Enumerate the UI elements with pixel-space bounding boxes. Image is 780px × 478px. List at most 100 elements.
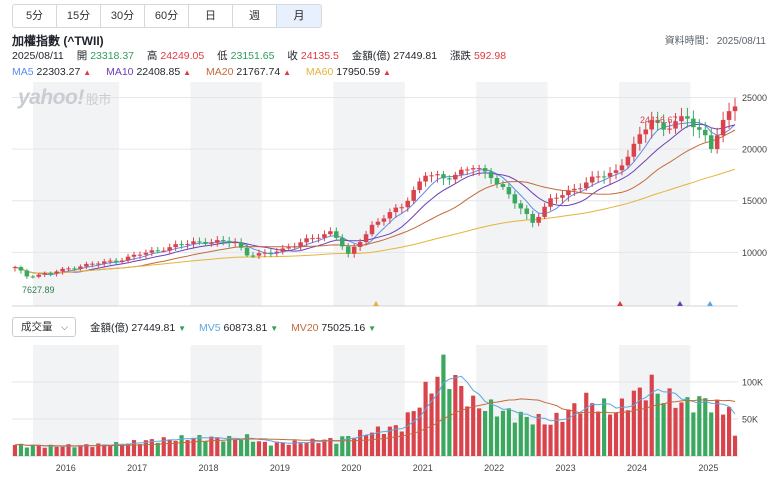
ma5-line	[14, 121, 736, 276]
volume-bar	[60, 446, 65, 456]
volume-bar	[30, 444, 35, 456]
volume-bar	[584, 392, 589, 456]
candle-body	[560, 195, 565, 198]
tab-60min[interactable]: 60分	[145, 5, 189, 27]
candle-body	[625, 156, 631, 166]
x-tick-label: 2021	[413, 463, 433, 473]
candle-body	[506, 187, 512, 195]
volume-bar	[518, 411, 523, 456]
ma5-value: 22303.27	[36, 66, 81, 78]
x-tick-label: 2020	[341, 463, 361, 473]
tab-30min[interactable]: 30分	[101, 5, 145, 27]
volume-bar	[429, 393, 434, 456]
yahoo-watermark-logo: yahoo! 股市	[18, 86, 111, 110]
candle-body	[215, 240, 220, 243]
candle-body	[649, 119, 654, 130]
volume-bar	[679, 402, 684, 456]
volume-bar	[488, 399, 494, 456]
ma10-line	[14, 123, 736, 274]
candle-body	[667, 128, 672, 130]
volume-bar	[96, 443, 101, 456]
volume-bar	[227, 435, 232, 456]
candle-body	[655, 119, 660, 123]
candle-body	[54, 271, 59, 274]
x-tick-label: 2018	[199, 463, 219, 473]
price-tick-label: 25000	[742, 93, 767, 103]
volume-tick-label: 50K	[742, 415, 758, 425]
volume-bar	[625, 410, 630, 456]
volume-bar	[24, 447, 29, 456]
volume-indicator-select[interactable]: 成交量 ⌵	[12, 317, 76, 337]
candle-body	[345, 246, 351, 254]
candle-body	[268, 252, 274, 254]
candle-body	[613, 170, 619, 173]
volume-bar	[613, 413, 619, 456]
volume-bar	[358, 429, 363, 456]
quote-summary: 2025/08/11 開 23318.37 高 24249.05 低 23151.65…	[12, 48, 509, 63]
candle-body	[601, 176, 607, 178]
candle-body	[60, 268, 65, 272]
volume-bar	[477, 408, 482, 456]
candle-body	[334, 231, 339, 238]
volume-legend: 金額(億) 27449.81 ▼ MV5 60873.81 ▼ MV20 750…	[90, 320, 386, 335]
volume-bar	[685, 397, 690, 456]
volume-bar	[703, 398, 708, 456]
volume-bar	[369, 432, 375, 456]
volume-bar	[48, 444, 53, 456]
year-band	[33, 345, 105, 456]
candle-body	[119, 260, 125, 262]
candle-body	[84, 263, 89, 267]
candle-body	[250, 255, 256, 257]
volume-bar	[435, 376, 440, 456]
volume-bar	[36, 445, 41, 456]
candle-body	[143, 252, 149, 255]
volume-bar	[602, 398, 607, 456]
ma10-value: 22408.85	[136, 66, 181, 78]
volume-bar	[155, 442, 160, 456]
tab-5min[interactable]: 5分	[13, 5, 57, 27]
candle-body	[149, 250, 155, 253]
volume-bar	[441, 354, 446, 456]
event-marker-icon	[677, 301, 683, 306]
volume-bar	[542, 424, 547, 456]
triangle-down-icon: ▼	[270, 324, 279, 333]
price-tick-label: 15000	[742, 196, 767, 206]
volume-bar	[643, 400, 648, 456]
candle-body	[381, 218, 387, 222]
triangle-up-icon: ▲	[283, 68, 291, 77]
candle-body	[280, 248, 286, 252]
volume-bar	[721, 414, 726, 456]
candle-body	[429, 175, 434, 177]
tab-month[interactable]: 月	[277, 5, 321, 27]
page-title: 加權指數 (^TWII)	[12, 34, 104, 48]
candle-body	[691, 118, 696, 128]
volume-bar	[108, 446, 113, 456]
candle-body	[113, 260, 119, 262]
candle-body	[583, 182, 589, 189]
tab-day[interactable]: 日	[189, 5, 233, 27]
candle-body	[423, 175, 428, 182]
volume-bar	[161, 437, 166, 456]
tab-15min[interactable]: 15分	[57, 5, 101, 27]
tab-week[interactable]: 週	[233, 5, 277, 27]
candle-body	[220, 240, 226, 242]
x-tick-label: 2023	[556, 463, 576, 473]
close-value: 24135.5	[300, 50, 339, 62]
ma60-name: MA60	[305, 66, 334, 78]
volume-bar	[18, 443, 24, 456]
candle-body	[726, 111, 732, 120]
volume-bar	[131, 440, 137, 456]
amount-legend: 金額(億) 27449.81 ▼	[90, 322, 186, 334]
volume-bar	[334, 443, 339, 456]
candle-body	[357, 242, 363, 247]
volume-bar	[655, 393, 660, 456]
candle-body	[607, 172, 613, 177]
volume-bar	[143, 440, 148, 456]
triangle-down-icon: ▼	[178, 324, 187, 333]
candle-body	[703, 129, 708, 136]
candle-body	[459, 169, 464, 175]
candle-body	[732, 106, 738, 112]
triangle-down-icon: ▼	[368, 324, 377, 333]
volume-bar	[697, 396, 702, 456]
